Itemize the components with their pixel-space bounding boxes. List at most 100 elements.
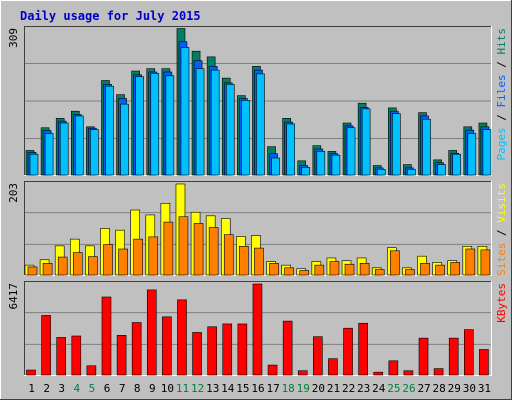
bar-sites-18: [284, 267, 294, 276]
bar-pages-12: [195, 68, 205, 176]
bar-kbytes-27: [418, 337, 429, 376]
bar-pages-5: [90, 129, 99, 176]
legend-entry: /: [495, 223, 508, 243]
bar-sites-29: [450, 262, 461, 276]
x-tick-label: 22: [342, 382, 355, 395]
bar-pages-6: [105, 85, 114, 176]
bar-pages-22: [346, 127, 356, 176]
bar-kbytes-26: [403, 370, 414, 376]
bar-sites-24: [374, 269, 385, 276]
x-tick-label: 13: [206, 382, 219, 395]
bar-kbytes-21: [328, 358, 338, 376]
x-tick-label: 23: [357, 382, 370, 395]
panel-1: 309 Pages / Files / Hits: [7, 26, 508, 176]
bar-sites-12: [193, 223, 204, 276]
x-tick-label: 17: [266, 382, 279, 395]
bar-sites-23: [359, 263, 370, 276]
bar-pages-11: [180, 47, 190, 176]
bar-kbytes-20: [313, 336, 323, 376]
bar-kbytes-30: [464, 329, 474, 376]
x-tick-label: 10: [161, 382, 174, 395]
chart-panels: 309 Pages / Files / Hits 203 Sites / Visits…: [7, 26, 508, 376]
legend-entry: Files: [495, 74, 508, 107]
bar-pages-1: [29, 153, 39, 176]
bar-kbytes-31: [479, 349, 489, 376]
bar-sites-15: [239, 246, 249, 276]
x-tick-label: 28: [433, 382, 446, 395]
bar-pages-8: [135, 76, 144, 176]
series-legend: Pages / Files / Hits: [495, 28, 508, 161]
bar-pages-15: [241, 100, 250, 176]
bar-sites-9: [148, 236, 159, 276]
bar-sites-11: [178, 216, 189, 276]
legend-entry: /: [495, 108, 508, 128]
bar-sites-19: [299, 270, 310, 276]
bar-pages-30: [467, 133, 477, 176]
bar-kbytes-6: [101, 296, 112, 376]
series-legend: Sites / Visits: [495, 183, 508, 276]
bar-kbytes-13: [207, 326, 217, 376]
bar-pages-31: [482, 129, 492, 176]
bar-sites-2: [42, 263, 53, 276]
x-tick-label: 9: [149, 382, 156, 395]
bar-kbytes-12: [192, 332, 202, 376]
x-tick-label: 31: [478, 382, 491, 395]
bar-pages-10: [165, 75, 175, 176]
bar-kbytes-18: [282, 320, 293, 376]
bar-pages-7: [120, 103, 129, 176]
bar-kbytes-7: [116, 334, 127, 376]
x-tick-label: 2: [43, 382, 50, 395]
bar-sites-5: [88, 256, 98, 276]
x-tick-label: 15: [236, 382, 249, 395]
y-max-label: 6417: [7, 283, 20, 310]
bar-sites-27: [420, 263, 430, 276]
bar-kbytes-4: [71, 335, 82, 376]
bar-kbytes-17: [267, 364, 278, 376]
legend-entry: Hits: [495, 28, 508, 55]
bar-sites-17: [269, 263, 279, 276]
bar-kbytes-16: [252, 283, 263, 376]
x-tick-label: 16: [251, 382, 264, 395]
bar-sites-3: [57, 256, 68, 276]
bar-kbytes-29: [448, 337, 459, 376]
bar-kbytes-22: [343, 327, 353, 376]
x-tick-label: 1: [28, 382, 35, 395]
bar-sites-22: [344, 263, 355, 276]
legend-entry: KBytes: [495, 283, 508, 323]
bar-kbytes-2: [41, 315, 51, 376]
bar-pages-20: [316, 151, 326, 176]
bar-sites-14: [223, 234, 234, 276]
bar-sites-4: [72, 252, 83, 276]
x-tick-label: 3: [58, 382, 65, 395]
bar-sites-13: [208, 227, 219, 276]
x-tick-label: 5: [89, 382, 96, 395]
bar-pages-14: [225, 83, 235, 176]
x-tick-label: 4: [74, 382, 81, 395]
bar-kbytes-9: [146, 289, 157, 376]
x-tick-label: 19: [297, 382, 310, 395]
bar-pages-17: [271, 157, 280, 176]
x-tick-label: 21: [327, 382, 340, 395]
bar-pages-3: [59, 122, 69, 176]
legend-entry: Sites: [495, 243, 508, 276]
panel-3: 6417 KBytes: [7, 281, 508, 376]
bar-kbytes-1: [26, 369, 36, 376]
panel-2: 203 Sites / Visits: [7, 181, 508, 276]
bar-pages-19: [301, 167, 311, 176]
bar-sites-1: [27, 266, 38, 276]
bar-kbytes-14: [222, 323, 233, 376]
bar-pages-13: [210, 69, 220, 176]
x-tick-label: 11: [176, 382, 189, 395]
bar-pages-2: [44, 133, 54, 176]
bar-pages-29: [452, 153, 462, 176]
bar-sites-21: [329, 261, 340, 276]
bar-kbytes-24: [373, 371, 384, 376]
bar-pages-9: [150, 73, 160, 176]
bar-sites-6: [103, 244, 113, 276]
bar-kbytes-28: [433, 368, 444, 376]
bar-sites-30: [465, 248, 476, 276]
legend-entry: /: [495, 55, 508, 75]
bar-pages-25: [392, 113, 401, 176]
legend-entry: Visits: [495, 183, 508, 223]
